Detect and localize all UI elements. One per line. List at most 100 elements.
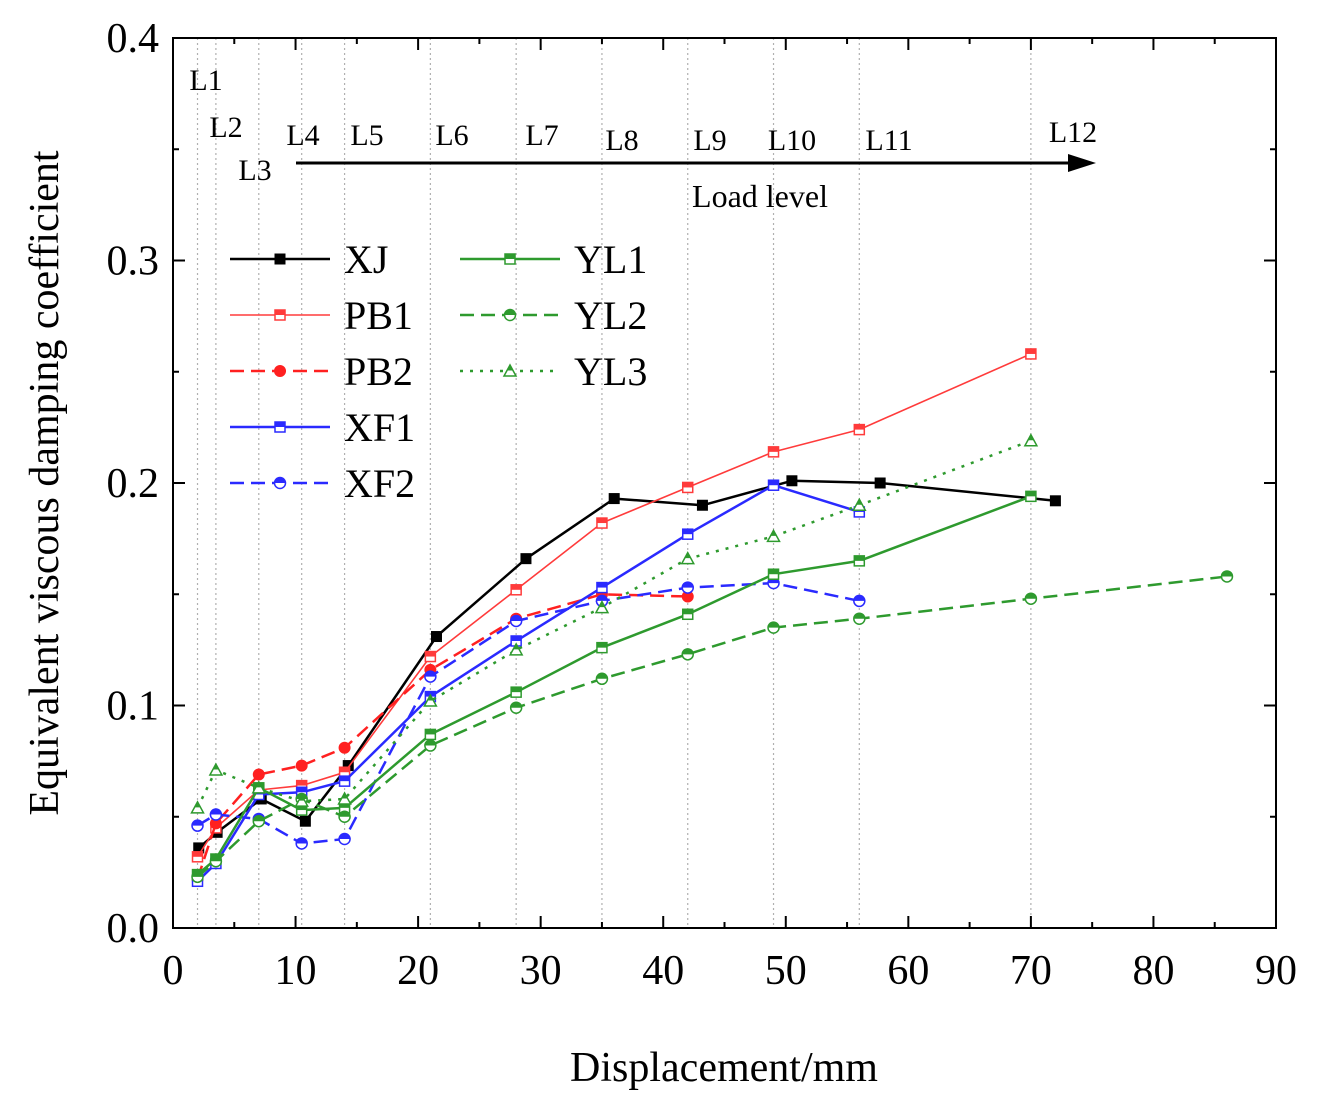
data-point [1049, 495, 1061, 507]
data-point [209, 808, 223, 821]
data-point [338, 741, 351, 754]
data-point [595, 672, 609, 686]
load-level-label: L5 [350, 119, 383, 152]
legend-item-yl2: YL2 [460, 293, 647, 338]
data-point [681, 528, 694, 540]
x-tick-label: 90 [1255, 948, 1297, 994]
data-point [596, 581, 608, 594]
data-point [766, 528, 781, 543]
data-point [191, 870, 204, 884]
data-point [681, 581, 694, 594]
data-point [190, 800, 205, 814]
legend-label: PB2 [344, 349, 413, 394]
series-layer [190, 348, 1234, 888]
load-level-label: L10 [768, 124, 816, 157]
load-level-label: L3 [238, 154, 271, 187]
y-tick-label: 0.1 [107, 684, 160, 730]
data-point [208, 762, 224, 776]
load-level-label: L2 [209, 111, 242, 144]
data-point [510, 584, 522, 596]
y-tick-label: 0.3 [107, 239, 160, 285]
data-point [338, 775, 351, 787]
legend-label: XF2 [344, 461, 415, 506]
data-point [252, 814, 266, 828]
data-point [424, 670, 437, 683]
series-xf1 [191, 479, 866, 888]
data-point [510, 686, 522, 698]
load-level-label: L4 [286, 119, 319, 152]
data-point [786, 475, 798, 487]
data-point [853, 423, 866, 436]
x-tick-label: 60 [887, 948, 929, 994]
x-tick-label: 80 [1132, 948, 1174, 994]
series-xf2 [191, 576, 866, 850]
data-point [1023, 433, 1039, 447]
data-point [295, 837, 308, 850]
x-tick-label: 70 [1010, 948, 1052, 994]
x-axis-label: Displacement/mm [570, 1045, 878, 1091]
series-yl1 [191, 490, 1037, 881]
data-point [509, 614, 523, 628]
load-level-label: L6 [435, 119, 468, 152]
load-level-labels: L1 L2 L3 L4 L5 L6 L7 L8 L9 L10 L11 L12 [189, 64, 1097, 187]
legend-label: YL1 [574, 237, 647, 282]
data-point [274, 309, 286, 321]
load-level-label: L9 [693, 124, 726, 157]
data-point [274, 365, 286, 377]
data-point [681, 481, 694, 494]
data-point [508, 642, 524, 656]
data-point [852, 497, 867, 511]
load-level-label: L12 [1049, 116, 1097, 149]
data-point [423, 693, 438, 707]
load-level-arrow [296, 154, 1096, 172]
data-point [1220, 570, 1234, 583]
legend-item-pb2: PB2 [230, 349, 413, 394]
data-point [503, 308, 517, 322]
data-point [273, 476, 287, 490]
x-tick-label: 0 [163, 948, 184, 994]
data-point [1025, 490, 1037, 503]
legend-label: PB1 [344, 293, 413, 338]
legend-item-xj: XJ [230, 237, 388, 282]
data-point [209, 855, 223, 868]
data-point [696, 499, 708, 511]
y-tick-label: 0.4 [107, 16, 160, 62]
data-point [299, 815, 311, 827]
data-point [594, 600, 610, 614]
data-point [424, 650, 437, 663]
data-point [767, 568, 780, 580]
x-tick-label: 30 [520, 948, 562, 994]
data-point [680, 551, 695, 565]
x-tick-label: 10 [275, 948, 317, 994]
data-point [681, 608, 694, 621]
y-tick-label: 0.0 [107, 906, 160, 952]
data-point [295, 759, 308, 772]
legend-item-yl1: YL1 [460, 237, 647, 282]
data-point [337, 791, 352, 805]
legend: XJ PB1 PB2 XF1 XF2 YL1 YL2 YL3 [230, 237, 647, 506]
series-line [196, 353, 1032, 858]
data-point [767, 446, 780, 458]
legend-label: XJ [344, 237, 388, 282]
data-point [424, 728, 437, 741]
data-point [596, 641, 608, 654]
data-point [681, 648, 694, 661]
series-yl3 [190, 433, 1039, 814]
data-point [251, 780, 267, 794]
data-point [853, 594, 866, 608]
data-point [767, 479, 780, 491]
data-point [338, 832, 351, 846]
legend-label: YL3 [574, 349, 647, 394]
data-point [338, 810, 351, 823]
data-point [853, 555, 866, 567]
data-point [1024, 592, 1038, 605]
axis-ticks: 0 10 20 30 40 50 60 70 80 90 0.0 0.1 0.2 0.3 0.4 [107, 16, 1298, 994]
load-level-label: L7 [525, 119, 558, 152]
data-point [509, 701, 523, 714]
series-line [196, 495, 1032, 876]
load-level-label: L1 [189, 64, 222, 97]
legend-item-pb1: PB1 [230, 293, 413, 338]
load-level-label: L11 [865, 124, 912, 157]
data-point [191, 851, 204, 863]
